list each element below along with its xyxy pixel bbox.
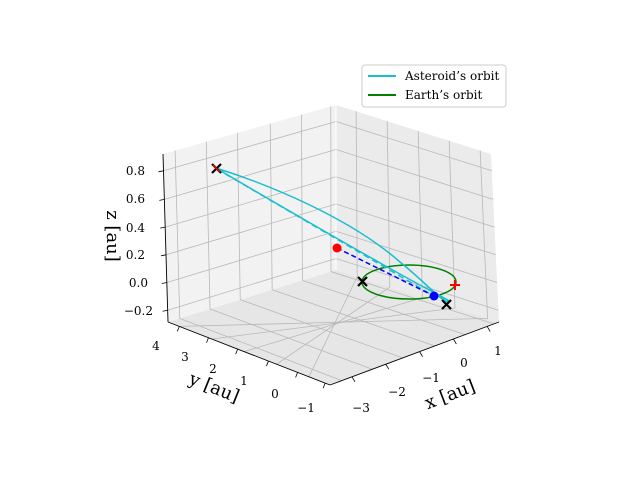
tick-marks — [158, 170, 491, 389]
x-floor-grid-line — [211, 307, 456, 340]
y-grid-line — [269, 123, 273, 290]
black-cross-marker — [441, 299, 452, 310]
z-tick-label: 0.4 — [126, 221, 145, 235]
z-tick-label: 0.0 — [129, 276, 148, 290]
axis-tick — [161, 282, 167, 284]
axis-tick — [486, 326, 491, 332]
x-floor-grid-line — [179, 317, 488, 327]
axis-tick — [176, 326, 180, 332]
z-grid-line — [167, 258, 337, 311]
y-floor-grid-line — [272, 289, 435, 347]
y-tick-label: 4 — [152, 339, 160, 353]
x-tick-label: −3 — [352, 401, 370, 415]
axis-tick — [159, 198, 165, 201]
z-tick-label: −0.2 — [124, 304, 153, 318]
z-tick-label: 0.6 — [126, 192, 145, 206]
y-floor-grid-line — [330, 271, 495, 325]
legend: Asteroid’s orbit Earth’s orbit — [361, 64, 507, 108]
x-floor-grid-line — [244, 297, 423, 352]
z-grid-line — [164, 149, 337, 200]
grid-lines — [163, 106, 499, 381]
x-grid-line — [479, 150, 488, 319]
axis-tick — [235, 348, 239, 355]
axis-tick — [453, 338, 457, 345]
y-floor-grid-line — [209, 308, 373, 370]
z-grid-line — [163, 121, 337, 172]
axis-tick — [266, 360, 269, 367]
x-tick-label: −1 — [422, 371, 440, 385]
axis-tick — [419, 351, 423, 357]
z-tick-label: 0.8 — [126, 164, 145, 178]
y-floor-grid-line — [240, 299, 403, 359]
y-tick-label: 2 — [209, 362, 217, 376]
z-grid-line — [166, 230, 337, 283]
z-grid-line — [335, 176, 495, 228]
z-grid-line — [335, 203, 496, 256]
y-tick-label: −1 — [297, 401, 315, 415]
z-grid-line — [335, 230, 498, 283]
x-tick-labels: 1 0 −1 −2 −3 — [352, 344, 502, 415]
red-dot-marker — [332, 243, 342, 253]
z-tick-labels: 0.8 0.6 0.4 0.2 0.0 −0.2 — [124, 164, 153, 318]
z-grid-line — [335, 121, 492, 172]
axis-tick — [160, 226, 166, 229]
blue-dot-marker — [429, 291, 439, 301]
axis-lines — [162, 153, 500, 386]
x-grid-line — [386, 121, 391, 288]
x-grid-line — [417, 130, 423, 298]
black-cross-marker — [357, 276, 368, 287]
legend-box — [361, 64, 507, 108]
axis-tick — [322, 382, 326, 389]
legend-earth-label: Earth’s orbit — [405, 88, 482, 102]
x-floor-grid-line — [308, 276, 358, 377]
red-small-cross-marker — [212, 164, 221, 173]
z-grid-line — [165, 203, 337, 256]
x-tick-label: 0 — [460, 356, 468, 370]
x-tick-label: 1 — [494, 344, 502, 358]
x-tick-label: −2 — [388, 385, 406, 399]
axis-tick — [385, 364, 390, 370]
y-tick-label: 1 — [240, 374, 248, 388]
y-tick-label: 3 — [181, 350, 189, 364]
y-floor-grid-line — [179, 317, 342, 381]
axis-tick — [160, 254, 167, 257]
axis-tick — [158, 170, 164, 173]
z-tick-label: 0.2 — [126, 248, 145, 262]
y-grid-line — [236, 132, 241, 300]
axis-tick — [351, 376, 356, 383]
y-grid-line — [205, 141, 211, 310]
legend-asteroid-label: Asteroid’s orbit — [404, 69, 499, 83]
axis-tick — [295, 372, 298, 378]
axis-tick — [162, 309, 168, 312]
transfer-trajectory — [336, 247, 435, 297]
y-grid-line — [174, 150, 181, 319]
z-axis-label: z [au] — [102, 210, 123, 262]
red-plus-marker — [450, 280, 460, 290]
y-tick-label: 0 — [271, 387, 279, 401]
y-tick-labels: 4 3 2 1 0 −1 — [152, 339, 315, 415]
y-grid-line — [301, 114, 303, 281]
y-floor-grid-line — [302, 280, 466, 335]
z-grid-line — [165, 176, 337, 228]
axis-tick — [206, 337, 209, 343]
z-grid-line — [335, 149, 494, 200]
asteroid-apsidal-line — [216, 168, 435, 297]
